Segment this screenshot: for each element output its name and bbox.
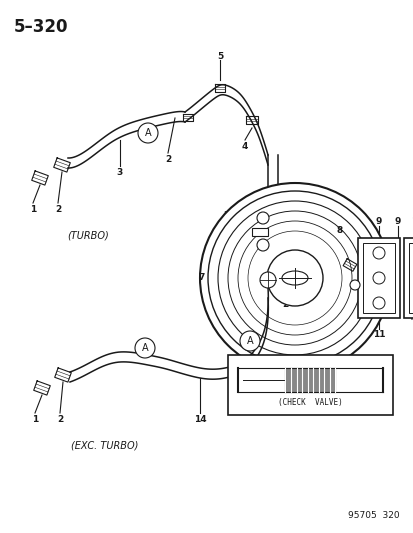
Text: 2: 2 (57, 415, 63, 424)
Text: 3: 3 (116, 168, 123, 177)
Bar (408, 243, 413, 313)
Circle shape (240, 331, 259, 351)
Circle shape (259, 272, 275, 288)
Text: 8: 8 (336, 226, 342, 235)
Text: 95705  320: 95705 320 (347, 511, 399, 520)
Text: 2: 2 (281, 300, 287, 309)
Circle shape (266, 250, 322, 306)
Text: (TURBO): (TURBO) (67, 230, 109, 240)
Circle shape (199, 183, 389, 373)
Text: A: A (141, 343, 148, 353)
Circle shape (256, 212, 268, 224)
Text: A: A (246, 336, 253, 346)
Text: 5: 5 (216, 52, 223, 61)
Circle shape (135, 338, 154, 358)
Bar (285, 368, 335, 392)
Bar (362, 243, 394, 313)
Circle shape (349, 280, 359, 290)
Text: 5–320: 5–320 (14, 18, 68, 36)
Text: 2: 2 (55, 205, 61, 214)
Text: 9: 9 (394, 217, 400, 226)
Text: 4: 4 (241, 142, 247, 151)
Text: 14: 14 (193, 415, 206, 424)
Text: 2: 2 (223, 240, 230, 249)
Bar (403, 238, 413, 318)
Text: (CHECK  VALVE): (CHECK VALVE) (278, 398, 342, 407)
Text: 2: 2 (164, 155, 171, 164)
Text: 9: 9 (375, 217, 381, 226)
Text: A: A (144, 128, 151, 138)
Bar (357, 238, 399, 318)
Circle shape (372, 297, 384, 309)
Text: 11: 11 (372, 330, 385, 339)
Circle shape (138, 123, 158, 143)
Bar (252, 228, 267, 236)
Circle shape (372, 247, 384, 259)
Text: 2: 2 (223, 211, 230, 220)
Text: 10: 10 (410, 217, 413, 226)
Text: 1: 1 (32, 415, 38, 424)
Text: 7: 7 (198, 273, 204, 282)
Text: (EXC. TURBO): (EXC. TURBO) (71, 440, 138, 450)
Circle shape (256, 239, 268, 251)
Bar (228, 355, 392, 415)
Text: 6: 6 (223, 228, 230, 237)
Text: 1: 1 (30, 205, 36, 214)
Circle shape (372, 272, 384, 284)
